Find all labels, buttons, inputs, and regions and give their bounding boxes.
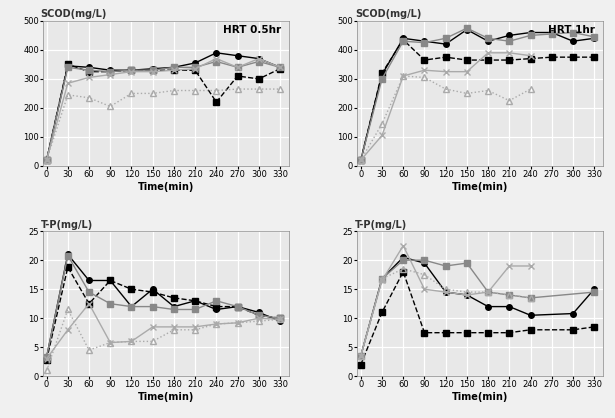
Text: SCOD(mg/L): SCOD(mg/L) xyxy=(355,10,421,20)
Text: HRT 0.5hr: HRT 0.5hr xyxy=(223,25,281,35)
Text: HRT 1hr: HRT 1hr xyxy=(549,25,595,35)
X-axis label: Time(min): Time(min) xyxy=(452,182,508,192)
X-axis label: Time(min): Time(min) xyxy=(138,392,194,402)
Text: T-P(mg/L): T-P(mg/L) xyxy=(355,220,407,230)
Text: T-P(mg/L): T-P(mg/L) xyxy=(41,220,93,230)
X-axis label: Time(min): Time(min) xyxy=(138,182,194,192)
X-axis label: Time(min): Time(min) xyxy=(452,392,508,402)
Text: SCOD(mg/L): SCOD(mg/L) xyxy=(41,10,107,20)
